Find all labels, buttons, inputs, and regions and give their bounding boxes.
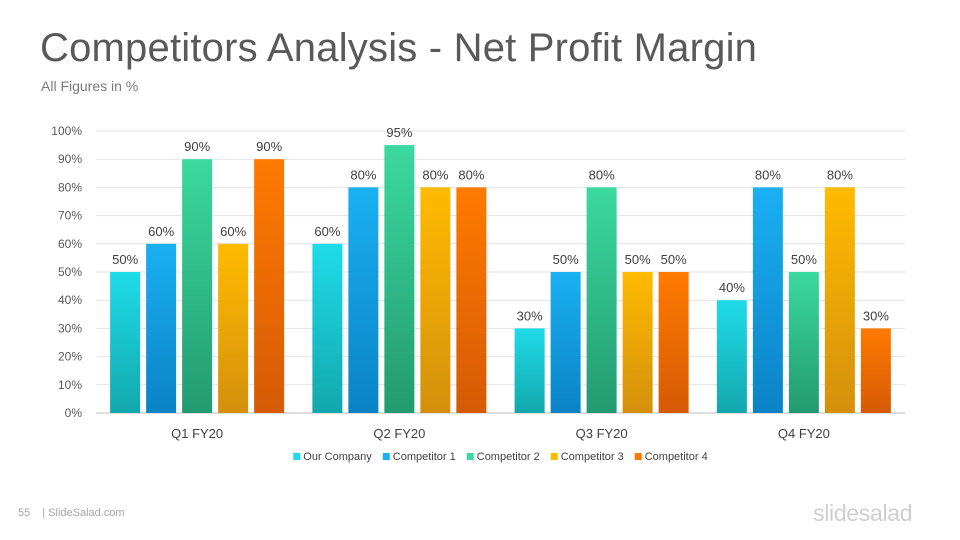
y-axis-ticks: 0% 10% 20% 30% 40% 50% 60% 70% 80% 90% 100% [51,124,82,420]
legend-swatch [293,453,301,460]
x-tick-label: Q2 FY20 [373,426,425,441]
bar [622,272,653,413]
bar [550,272,581,413]
legend-swatch [466,453,474,460]
bar [788,272,819,413]
data-label: 90% [184,139,210,154]
x-tick-label: Q1 FY20 [171,426,223,441]
bar [312,243,343,413]
bar [752,187,783,413]
grid-lines [96,130,905,414]
legend-label: Competitor 4 [645,451,708,463]
y-tick-label: 50% [58,265,82,279]
y-tick-label: 0% [65,406,83,420]
data-label: 60% [220,224,246,239]
y-tick-label: 90% [58,152,82,166]
bar [254,159,285,413]
legend-swatch [382,453,390,460]
legend-item: Competitor 3 [550,451,624,463]
x-tick-label: Q4 FY20 [778,426,830,441]
bar [514,328,545,413]
bar [586,187,617,413]
bar [456,187,487,413]
bar [824,187,855,413]
x-axis-ticks: Q1 FY20 Q2 FY20 Q3 FY20 Q4 FY20 [171,426,830,441]
data-label: 80% [458,167,484,182]
legend: Our Company Competitor 1 Competitor 2 Compe… [293,451,708,463]
y-tick-label: 70% [58,209,82,223]
bar [658,272,689,413]
data-label: 50% [661,252,687,267]
legend-item: Competitor 2 [466,451,540,463]
bars [110,145,891,413]
legend-item: Our Company [293,451,372,463]
legend-swatch [634,453,642,460]
data-label: 80% [755,167,781,182]
footer: 55 | SlideSalad.com [18,507,125,519]
y-tick-label: 20% [58,350,82,364]
legend-swatch [550,453,558,460]
brand-logo: slidesalad [813,500,913,526]
data-label: 50% [625,252,651,267]
data-label: 40% [719,280,745,295]
bar [146,243,177,413]
bar [716,300,747,413]
bar [218,243,249,413]
legend-label: Our Company [303,451,372,463]
x-tick-label: Q3 FY20 [576,426,628,441]
data-label: 30% [517,308,543,323]
data-label: 80% [422,167,448,182]
data-label: 80% [589,167,615,182]
legend-label: Competitor 1 [393,451,456,463]
y-tick-label: 60% [58,237,82,251]
data-labels: 50% 60% 90% 60% 90% 60% 80% 95% 80% 80% 30% 50% 80% 5… [112,125,889,323]
bar [182,159,213,413]
y-tick-label: 80% [58,180,82,194]
footer-text: | SlideSalad.com [42,507,125,519]
data-label: 50% [553,252,579,267]
legend-item: Competitor 4 [634,451,708,463]
data-label: 50% [112,252,138,267]
slide-title: Competitors Analysis - Net Profit Margin [40,26,758,70]
data-label: 95% [386,125,412,140]
bar [110,272,141,413]
data-label: 60% [314,224,340,239]
data-label: 90% [256,139,282,154]
bar [420,187,451,413]
data-label: 50% [791,252,817,267]
bar [384,145,415,413]
y-tick-label: 30% [58,321,82,335]
y-tick-label: 100% [51,124,82,138]
legend-label: Competitor 2 [477,451,540,463]
data-label: 80% [350,167,376,182]
legend-item: Competitor 1 [382,451,456,463]
bar [348,187,379,413]
bar [860,328,891,413]
page-number: 55 [18,507,31,519]
y-tick-label: 40% [58,293,82,307]
data-label: 80% [827,167,853,182]
slide-subtitle: All Figures in % [41,78,139,94]
data-label: 60% [148,224,174,239]
data-label: 30% [863,308,889,323]
y-tick-label: 10% [58,378,82,392]
legend-label: Competitor 3 [561,451,624,463]
